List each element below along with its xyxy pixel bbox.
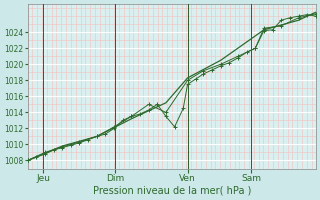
X-axis label: Pression niveau de la mer( hPa ): Pression niveau de la mer( hPa )	[92, 186, 251, 196]
